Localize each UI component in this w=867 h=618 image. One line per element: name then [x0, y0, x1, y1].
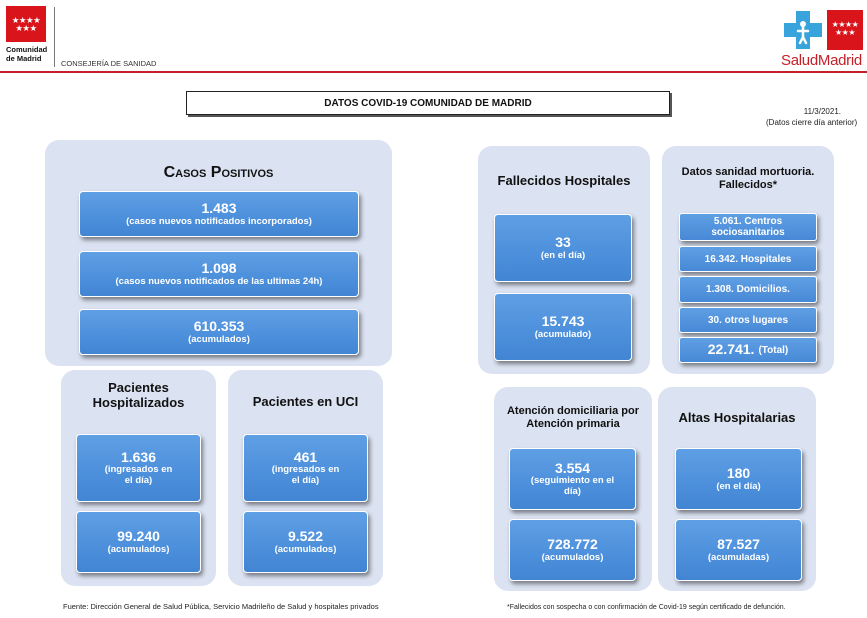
- panel-altas-hospitalarias: Altas Hospitalarias 180 (en el día) 87.5…: [658, 387, 816, 591]
- salud-madrid-flag-icon: ★★★★ ★★★: [827, 10, 863, 50]
- card-mortuoria-otros: 30. otros lugares: [679, 307, 817, 333]
- org-name: Comunidad de Madrid: [6, 45, 48, 63]
- comunidad-madrid-flag-icon: ★★★★ ★★★: [6, 6, 46, 42]
- panel-title: Casos Positivos: [163, 164, 274, 181]
- report-date-note: (Datos cierre día anterior): [766, 118, 858, 127]
- card-hospitalizados-acumulados: 99.240 (acumulados): [76, 511, 201, 573]
- panel-sanidad-mortuoria: Datos sanidad mortuoria. Fallecidos* 5.0…: [662, 146, 834, 374]
- panel-title: Altas Hospitalarias: [678, 410, 796, 425]
- panel-fallecidos-hospitales: Fallecidos Hospitales 33 (en el día) 15.…: [478, 146, 650, 374]
- card-mortuoria-total: 22.741. (Total): [679, 337, 817, 363]
- salud-madrid-cross-icon: [784, 11, 822, 49]
- card-domiciliaria-acumulados: 728.772 (acumulados): [509, 519, 636, 581]
- department-name: CONSEJERÍA DE SANIDAD: [61, 59, 157, 68]
- header-separator: [54, 7, 55, 67]
- card-casos-acumulados: 610.353 (acumulados): [79, 309, 359, 355]
- footer-note: *Fallecidos con sospecha o con confirmac…: [507, 604, 786, 611]
- card-casos-nuevos-24h: 1.098 (casos nuevos notificados de las u…: [79, 251, 359, 297]
- card-uci-dia: 461 (ingresados en el día): [243, 434, 368, 502]
- report-title: DATOS COVID-19 COMUNIDAD DE MADRID: [186, 91, 670, 115]
- card-altas-dia: 180 (en el día): [675, 448, 802, 510]
- panel-title: Atención domiciliaria por Atención prima…: [506, 405, 640, 430]
- card-uci-acumulados: 9.522 (acumulados): [243, 511, 368, 573]
- header-rule: [0, 71, 867, 73]
- panel-casos-positivos: Casos Positivos 1.483 (casos nuevos noti…: [45, 140, 392, 366]
- footer-source: Fuente: Dirección General de Salud Públi…: [63, 602, 379, 611]
- card-mortuoria-sociosanitarios: 5.061. Centros sociosanitarios: [679, 213, 817, 241]
- panel-title: Pacientes Hospitalizados: [92, 380, 185, 410]
- panel-pacientes-hospitalizados: Pacientes Hospitalizados 1.636 (ingresad…: [61, 370, 216, 586]
- panel-title: Datos sanidad mortuoria. Fallecidos*: [681, 166, 815, 191]
- card-fallecidos-dia: 33 (en el día): [494, 214, 632, 282]
- card-mortuoria-domicilios: 1.308. Domicilios.: [679, 276, 817, 303]
- panel-atencion-domiciliaria: Atención domiciliaria por Atención prima…: [494, 387, 652, 591]
- panel-title: Fallecidos Hospitales: [497, 173, 631, 188]
- report-date: 11/3/2021.: [803, 107, 841, 116]
- salud-madrid-brand: SaludMadrid: [781, 52, 862, 69]
- card-domiciliaria-dia: 3.554 (seguimiento en el día): [509, 448, 636, 510]
- panel-pacientes-uci: Pacientes en UCI 461 (ingresados en el d…: [228, 370, 383, 586]
- card-fallecidos-acumulado: 15.743 (acumulado): [494, 293, 632, 361]
- card-altas-acumuladas: 87.527 (acumuladas): [675, 519, 802, 581]
- panel-title: Pacientes en UCI: [252, 394, 359, 409]
- card-hospitalizados-dia: 1.636 (ingresados en el día): [76, 434, 201, 502]
- card-casos-nuevos-incorporados: 1.483 (casos nuevos notificados incorpor…: [79, 191, 359, 237]
- card-mortuoria-hospitales: 16.342. Hospitales: [679, 246, 817, 272]
